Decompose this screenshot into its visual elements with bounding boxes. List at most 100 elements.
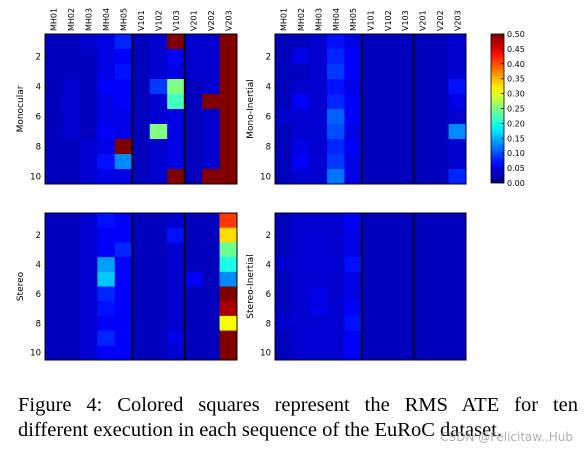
row-tick-label: 6 bbox=[36, 290, 41, 300]
heatmap-figure: MH01 MH02 MH03 MH04 MH05 V101 V102 V103 V201 V202… bbox=[16, 8, 525, 361]
heatmap-cell bbox=[167, 94, 186, 110]
heatmap-cell bbox=[361, 124, 380, 140]
heatmap-cell bbox=[309, 301, 328, 317]
heatmap-cell bbox=[79, 286, 98, 302]
heatmap-cell bbox=[62, 124, 81, 140]
heatmap-cell bbox=[396, 79, 415, 95]
heatmap-cell bbox=[114, 124, 133, 140]
heatmap-cell bbox=[448, 242, 467, 258]
heatmap-cell bbox=[431, 34, 450, 50]
heatmap-cell bbox=[292, 139, 311, 155]
heatmap-cell bbox=[97, 301, 116, 317]
heatmap-cell bbox=[413, 79, 432, 95]
column-label: MH02 bbox=[67, 8, 76, 31]
panel-ylabel: Mono-Inertial bbox=[246, 79, 256, 139]
row-tick-label: 6 bbox=[36, 113, 41, 123]
heatmap-cell bbox=[292, 257, 311, 273]
heatmap-cell bbox=[309, 345, 328, 361]
heatmap-cell bbox=[448, 109, 467, 125]
heatmap-cell bbox=[184, 227, 203, 243]
heatmap-cell bbox=[344, 154, 363, 170]
row-tick-label: 10 bbox=[30, 173, 41, 183]
heatmap-cell bbox=[344, 34, 363, 50]
heatmap-cell bbox=[132, 315, 151, 331]
heatmap-cell bbox=[327, 345, 345, 361]
heatmap-cell bbox=[327, 49, 345, 65]
heatmap-cell bbox=[132, 301, 151, 317]
heatmap-cell bbox=[114, 301, 133, 317]
heatmap-cell bbox=[309, 315, 328, 331]
heatmap-cell bbox=[413, 345, 432, 361]
heatmap-cell bbox=[219, 79, 238, 95]
heatmap-cell bbox=[292, 109, 311, 125]
heatmap-cell bbox=[396, 154, 415, 170]
heatmap-cell bbox=[327, 34, 345, 50]
heatmap-cell bbox=[275, 154, 293, 170]
heatmap-cell bbox=[202, 34, 220, 50]
heatmap-cell bbox=[448, 139, 467, 155]
heatmap-cell bbox=[275, 286, 293, 302]
heatmap-cell bbox=[219, 124, 238, 140]
heatmap-cell bbox=[413, 109, 432, 125]
heatmap-cell bbox=[327, 169, 345, 185]
heatmap-cell bbox=[327, 227, 345, 243]
heatmap-cell bbox=[132, 139, 151, 155]
column-label: MH04 bbox=[332, 8, 341, 31]
heatmap-cell bbox=[327, 154, 345, 170]
heatmap-cell bbox=[132, 124, 151, 140]
heatmap-cell bbox=[379, 257, 397, 273]
heatmap-cell bbox=[275, 139, 293, 155]
heatmap-cell bbox=[202, 213, 220, 229]
heatmap-cell bbox=[292, 330, 311, 346]
heatmap-cell bbox=[184, 79, 203, 95]
heatmap-cell bbox=[79, 271, 98, 287]
heatmap-cell bbox=[344, 64, 363, 80]
heatmap-cell bbox=[396, 345, 415, 361]
heatmap-cell bbox=[344, 242, 363, 258]
heatmap-cell bbox=[379, 213, 397, 229]
heatmap-cell bbox=[361, 94, 380, 110]
heatmap-cell bbox=[448, 345, 467, 361]
heatmap-cell bbox=[327, 139, 345, 155]
heatmap-cell bbox=[62, 109, 81, 125]
column-label: V102 bbox=[384, 10, 393, 31]
heatmap-cell bbox=[97, 124, 116, 140]
heatmap-cell bbox=[79, 257, 98, 273]
heatmap-cell bbox=[62, 271, 81, 287]
heatmap-cell bbox=[62, 345, 81, 361]
column-label: MH04 bbox=[102, 8, 111, 31]
heatmap-cell bbox=[45, 139, 63, 155]
heatmap-cell bbox=[97, 286, 116, 302]
heatmap-cell bbox=[275, 227, 293, 243]
heatmap-cell bbox=[219, 301, 238, 317]
heatmap-cell bbox=[202, 286, 220, 302]
heatmap-cell bbox=[62, 34, 81, 50]
heatmap-cell bbox=[45, 286, 63, 302]
heatmap-cell bbox=[45, 79, 63, 95]
heatmap-cell bbox=[413, 154, 432, 170]
heatmap-cell bbox=[62, 139, 81, 155]
heatmap-cell bbox=[202, 124, 220, 140]
heatmap-cell bbox=[149, 79, 168, 95]
row-tick-label: 2 bbox=[36, 53, 41, 63]
colorbar-tick-label: 0.30 bbox=[507, 90, 525, 99]
heatmap-cell bbox=[45, 330, 63, 346]
heatmap-cell bbox=[62, 94, 81, 110]
panel-ylabel: Stereo bbox=[16, 271, 26, 301]
heatmap-cell bbox=[167, 79, 186, 95]
heatmap-cell bbox=[149, 330, 168, 346]
heatmap-cell bbox=[413, 242, 432, 258]
heatmap-cell bbox=[149, 139, 168, 155]
row-tick-label: 6 bbox=[266, 113, 271, 123]
heatmap-cell bbox=[202, 345, 220, 361]
row-tick-label: 10 bbox=[30, 349, 41, 359]
heatmap-cell bbox=[275, 330, 293, 346]
heatmap-cell bbox=[202, 315, 220, 331]
heatmap-cell bbox=[62, 330, 81, 346]
row-tick-label: 2 bbox=[36, 231, 41, 241]
heatmap-cell bbox=[309, 109, 328, 125]
heatmap-cell bbox=[344, 213, 363, 229]
panel-ylabel: Stereo-Inertial bbox=[246, 254, 256, 318]
heatmap-cell bbox=[79, 154, 98, 170]
heatmap-cell bbox=[149, 34, 168, 50]
